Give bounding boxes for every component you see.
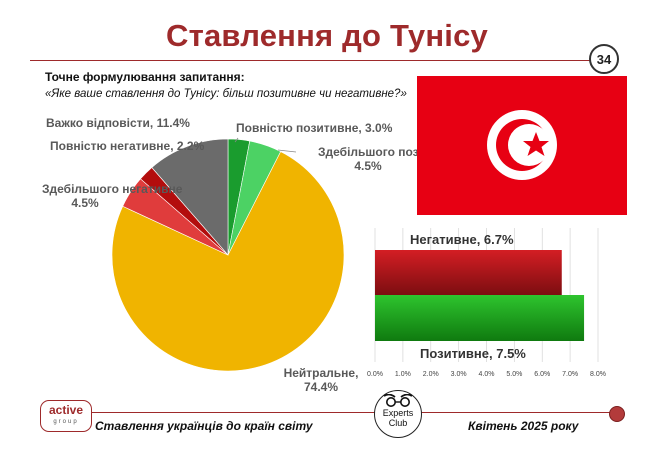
logo-club-text: Club	[388, 418, 408, 428]
bar-x-tick-label: 1.0%	[395, 371, 411, 378]
footer-red-dot	[609, 406, 625, 422]
footer-survey-title: Ставлення українців до країн світу	[95, 419, 313, 433]
active-group-logo: active group	[40, 400, 92, 432]
pie-label-neutral: Нейтральне, 74.4%	[276, 366, 366, 394]
bar-positive	[375, 295, 585, 341]
pie-label-mostly-positive-value: 4.5	[354, 159, 371, 173]
pie-leader-line	[277, 149, 297, 153]
bar-x-tick-label: 2.0%	[423, 371, 439, 378]
bar-x-tick-label: 8.0%	[590, 371, 606, 378]
bar-x-tick-label: 0.0%	[367, 371, 383, 378]
pie-label-fully-negative-name: Повністю негативне	[50, 139, 171, 153]
pie-slice-neutral	[111, 151, 345, 372]
glasses-icon	[383, 394, 413, 407]
pie-label-mostly-negative-value: 4.5	[71, 196, 88, 210]
pie-slice-hard-to-say	[151, 138, 229, 256]
page-number-badge: 34	[589, 44, 619, 74]
footer-divider	[60, 412, 610, 413]
pie-label-neutral-name: Нейтральне	[283, 366, 356, 380]
experts-club-logo: Experts Club	[374, 390, 422, 438]
pie-label-mostly-negative: Здебільшого негативне 4.5%	[42, 182, 182, 210]
pie-label-mostly-negative-name: Здебільшого негативне	[42, 182, 183, 196]
question-label: Точне формулювання запитання:	[45, 70, 245, 84]
page-title: Ставлення до Тунісу	[166, 18, 488, 53]
bar-x-tick-label: 5.0%	[506, 371, 522, 378]
title-divider	[30, 60, 590, 61]
bar-x-tick-label: 4.0%	[479, 371, 495, 378]
logo-active-text: active	[48, 403, 84, 417]
pie-percent-sign: %	[193, 139, 205, 153]
footer-date: Квітень 2025 року	[468, 419, 579, 433]
bar-x-tick-label: 6.0%	[534, 371, 550, 378]
pie-label-hard-to-say: Важко відповісти, 11.4%	[46, 116, 190, 130]
pie-label-fully-negative: Повністю негативне, 2.2%	[50, 139, 204, 153]
tunisia-flag-icon	[417, 76, 627, 215]
pie-percent-sign: %	[88, 196, 99, 210]
bar-label-positive: Позитивне, 7.5%	[420, 346, 526, 361]
pie-label-fully-positive: Повністю позитивне, 3.0%	[236, 121, 393, 135]
bar-negative	[375, 250, 562, 296]
pie-percent-sign: %	[327, 380, 339, 394]
pie-label-fully-negative-value: 2.2	[176, 139, 194, 153]
logo-group-text: group	[53, 419, 79, 425]
bar-x-tick-label: 7.0%	[562, 371, 578, 378]
pie-comma: ,	[355, 366, 359, 380]
question-text: «Яке ваше ставлення до Тунісу: більш поз…	[45, 88, 407, 100]
logo-experts-text: Experts	[382, 408, 414, 418]
bar-x-tick-label: 3.0%	[451, 371, 467, 378]
pie-comma: ,	[170, 139, 177, 153]
pie-label-neutral-value: 74.4	[303, 380, 328, 394]
pie-percent-sign: %	[371, 159, 382, 173]
bar-label-negative: Негативне, 6.7%	[410, 232, 514, 247]
pie-leader-line	[234, 137, 239, 143]
